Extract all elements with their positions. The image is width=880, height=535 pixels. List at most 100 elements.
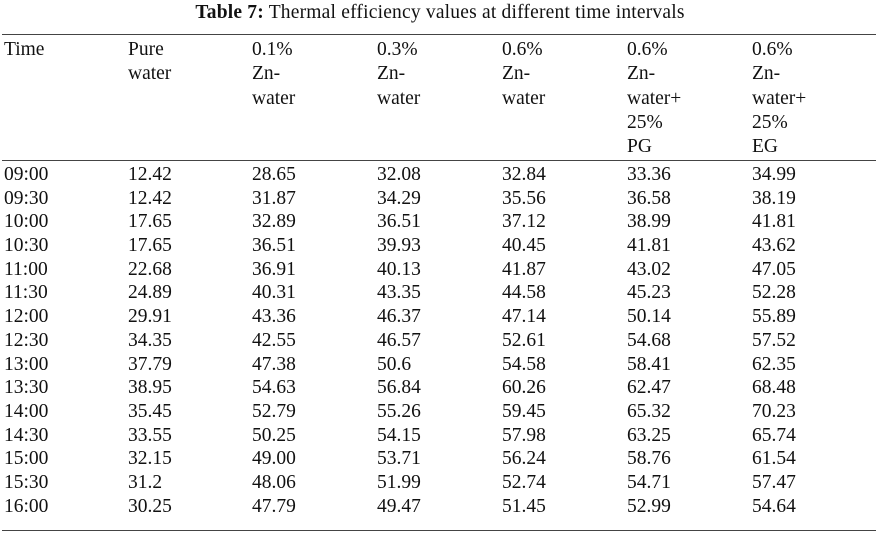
efficiency-cell: 65.74 xyxy=(752,424,796,446)
column-header-line: PG xyxy=(627,136,652,158)
column-header-line: water xyxy=(377,87,421,109)
column-header-line: water+ xyxy=(627,87,682,109)
column-header-line: 0.6% xyxy=(752,39,793,60)
efficiency-cell: 63.25 xyxy=(627,424,671,446)
efficiency-cell: 46.57 xyxy=(377,329,421,351)
column-header-line: water+ xyxy=(752,87,807,109)
efficiency-cell: 17.65 xyxy=(128,235,172,257)
table-caption: Table 7: Thermal efficiency values at di… xyxy=(0,2,880,24)
efficiency-cell: 55.26 xyxy=(377,400,421,422)
table-row: 12:30 34.35 42.55 46.57 52.61 54.68 57.52 xyxy=(0,329,880,353)
efficiency-cell: 36.51 xyxy=(252,235,296,257)
efficiency-cell: 54.63 xyxy=(252,377,296,399)
efficiency-cell: 59.45 xyxy=(502,400,546,422)
efficiency-cell: 57.52 xyxy=(752,329,796,351)
column-header-0-6-zn-water-pg: 0.6% Zn-water+ 25% PG xyxy=(627,38,681,159)
efficiency-cell: 54.68 xyxy=(627,329,671,351)
table-header: Time Pure water 0.1% Zn-water 0.3% Zn-water… xyxy=(0,38,880,158)
efficiency-cell: 34.29 xyxy=(377,187,421,209)
efficiency-cell: 54.71 xyxy=(627,471,671,493)
column-header-line: 0.6% xyxy=(502,39,543,60)
efficiency-cell: 60.26 xyxy=(502,377,546,399)
efficiency-cell: 32.08 xyxy=(377,164,421,185)
efficiency-cell: 58.41 xyxy=(627,353,671,375)
efficiency-cell: 49.47 xyxy=(377,495,421,517)
time-cell: 14:30 xyxy=(4,424,49,446)
efficiency-cell: 58.76 xyxy=(627,448,671,470)
efficiency-cell: 45.23 xyxy=(627,282,671,304)
table-row: 13:00 37.79 47.38 50.6 54.58 58.41 62.35 xyxy=(0,353,880,377)
efficiency-cell: 53.71 xyxy=(377,448,421,470)
column-header-0-1-zn-water: 0.1% Zn-water xyxy=(252,38,295,111)
column-header-line: 0.1% xyxy=(252,39,293,60)
table-top-rule xyxy=(2,34,876,35)
efficiency-cell: 40.13 xyxy=(377,258,421,280)
efficiency-cell: 49.00 xyxy=(252,448,296,470)
efficiency-cell: 38.19 xyxy=(752,187,796,209)
efficiency-cell: 47.38 xyxy=(252,353,296,375)
efficiency-cell: 17.65 xyxy=(128,211,172,233)
table-row: 14:30 33.55 50.25 54.15 57.98 63.25 65.74 xyxy=(0,424,880,448)
efficiency-cell: 24.89 xyxy=(128,282,172,304)
time-cell: 14:00 xyxy=(4,400,49,422)
table-row: 13:30 38.95 54.63 56.84 60.26 62.47 68.48 xyxy=(0,376,880,400)
efficiency-cell: 43.02 xyxy=(627,258,671,280)
efficiency-cell: 31.2 xyxy=(128,471,163,493)
efficiency-cell: 34.99 xyxy=(752,164,796,185)
efficiency-cell: 38.95 xyxy=(128,377,172,399)
efficiency-cell: 62.47 xyxy=(627,377,671,399)
efficiency-cell: 61.54 xyxy=(752,448,796,470)
efficiency-cell: 56.84 xyxy=(377,377,421,399)
efficiency-cell: 41.81 xyxy=(752,211,796,233)
efficiency-cell: 52.74 xyxy=(502,471,546,493)
efficiency-cell: 28.65 xyxy=(252,164,296,185)
column-header-line: 25% xyxy=(627,111,663,133)
column-header-line: Zn- xyxy=(627,63,656,85)
table-caption-label: Table 7: xyxy=(195,2,264,23)
efficiency-cell: 36.51 xyxy=(377,211,421,233)
column-header-line: Zn- xyxy=(752,63,781,85)
table-row: 16:00 30.25 47.79 49.47 51.45 52.99 54.64 xyxy=(0,495,880,519)
table-header-rule xyxy=(2,160,876,161)
time-cell: 13:00 xyxy=(4,353,49,375)
efficiency-cell: 40.45 xyxy=(502,235,546,257)
table-body: 09:00 12.42 28.65 32.08 32.84 33.36 34.99 09:30… xyxy=(0,163,880,518)
efficiency-cell: 33.36 xyxy=(627,164,671,185)
efficiency-cell: 40.31 xyxy=(252,282,296,304)
column-header-line: water xyxy=(252,87,296,109)
efficiency-cell: 34.35 xyxy=(128,329,172,351)
efficiency-cell: 41.87 xyxy=(502,258,546,280)
efficiency-cell: 39.93 xyxy=(377,235,421,257)
efficiency-cell: 43.35 xyxy=(377,282,421,304)
efficiency-cell: 37.79 xyxy=(128,353,172,375)
efficiency-cell: 54.15 xyxy=(377,424,421,446)
efficiency-cell: 32.15 xyxy=(128,448,172,470)
efficiency-cell: 50.6 xyxy=(377,353,412,375)
efficiency-cell: 42.55 xyxy=(252,329,296,351)
efficiency-cell: 52.99 xyxy=(627,495,671,517)
column-header-line: water xyxy=(128,63,172,85)
time-cell: 13:30 xyxy=(4,377,49,399)
efficiency-cell: 22.68 xyxy=(128,258,172,280)
efficiency-cell: 29.91 xyxy=(128,306,172,328)
efficiency-cell: 47.05 xyxy=(752,258,796,280)
efficiency-cell: 56.24 xyxy=(502,448,546,470)
efficiency-cell: 68.48 xyxy=(752,377,796,399)
efficiency-cell: 38.99 xyxy=(627,211,671,233)
column-header-line: Pure xyxy=(128,39,164,60)
column-header-0-6-zn-water-eg: 0.6% Zn-water+ 25% EG xyxy=(752,38,806,159)
column-header-line: Zn- xyxy=(502,63,531,85)
efficiency-cell: 32.84 xyxy=(502,164,546,185)
table-row: 14:00 35.45 52.79 55.26 59.45 65.32 70.23 xyxy=(0,400,880,424)
efficiency-cell: 52.28 xyxy=(752,282,796,304)
time-cell: 12:30 xyxy=(4,329,49,351)
time-cell: 09:00 xyxy=(4,164,49,185)
table-row: 15:00 32.15 49.00 53.71 56.24 58.76 61.54 xyxy=(0,447,880,471)
efficiency-cell: 31.87 xyxy=(252,187,296,209)
column-header-pure-water: Pure water xyxy=(128,38,171,87)
efficiency-cell: 51.99 xyxy=(377,471,421,493)
efficiency-cell: 65.32 xyxy=(627,400,671,422)
column-header-0-3-zn-water: 0.3% Zn-water xyxy=(377,38,420,111)
column-header-line: Zn- xyxy=(252,63,281,85)
efficiency-cell: 33.55 xyxy=(128,424,172,446)
